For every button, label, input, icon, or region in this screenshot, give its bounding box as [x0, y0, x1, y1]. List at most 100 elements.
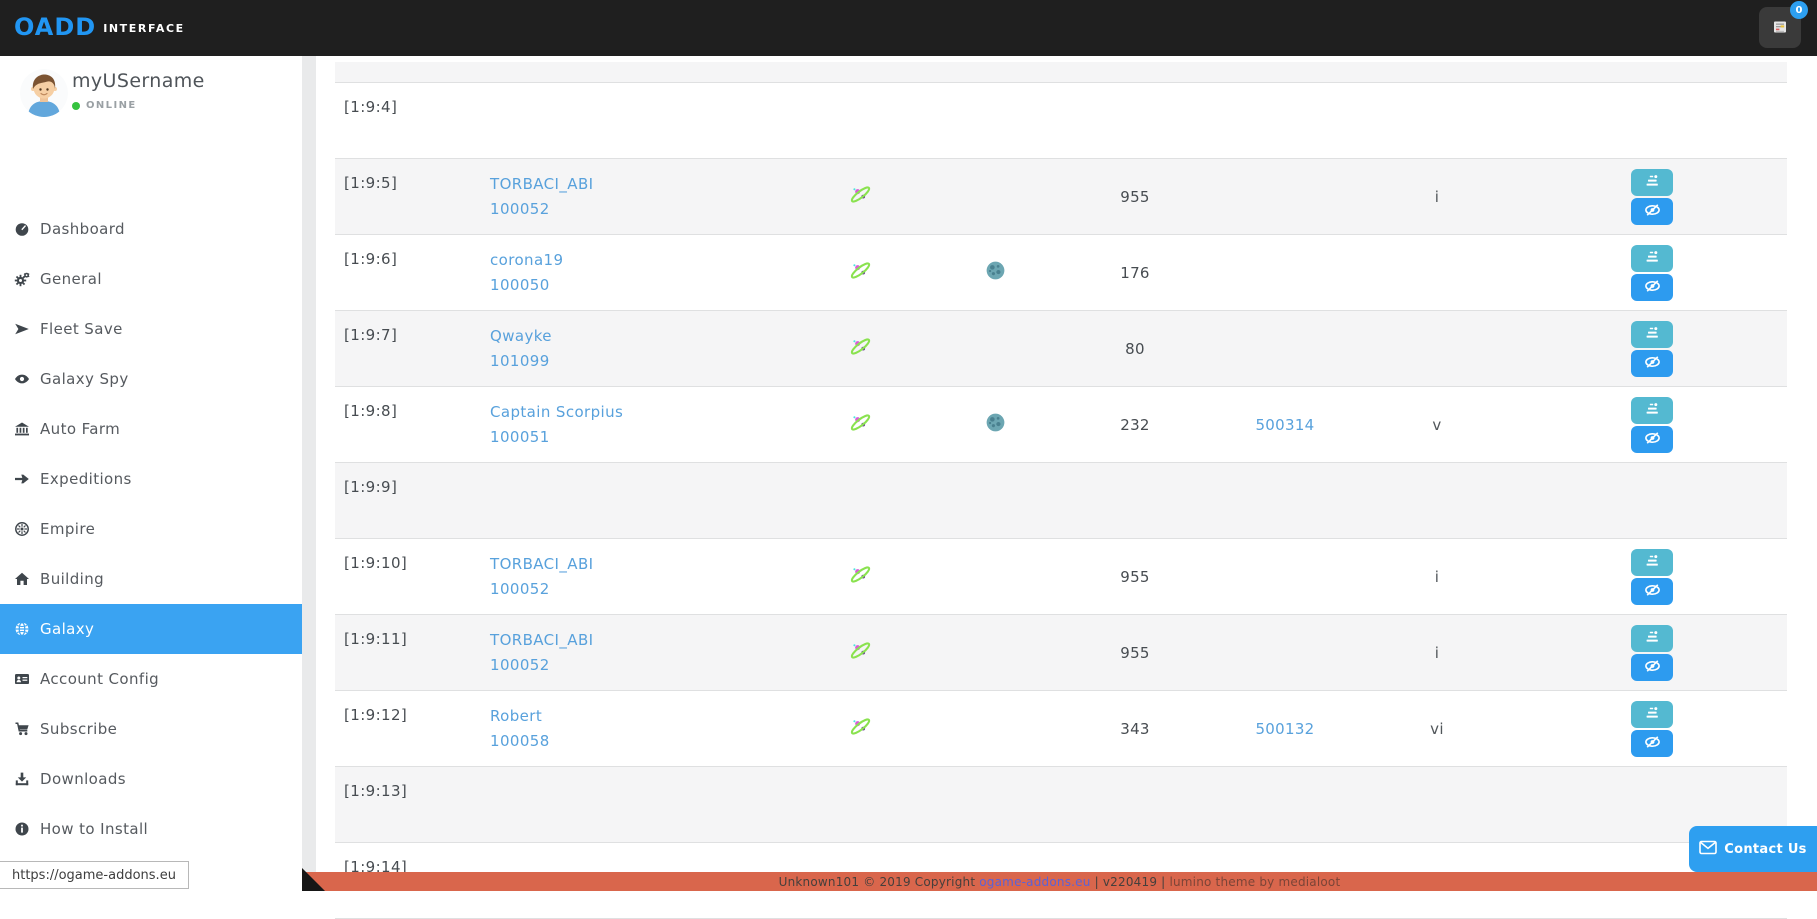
coordinate-label: [1:9:4] [344, 98, 398, 116]
sidebar-item-label: Subscribe [40, 720, 118, 738]
planet-cell [838, 387, 882, 462]
rank-numeral: v [1432, 415, 1442, 434]
player-id-link[interactable]: 100058 [490, 731, 550, 750]
debris-link[interactable]: 500132 [1255, 719, 1315, 738]
player-cell: corona19 100050 [490, 235, 563, 310]
view-button[interactable] [1631, 273, 1673, 301]
sidebar: myUSername ONLINE Dashboard General Flee… [0, 56, 302, 891]
sidebar-item-label: Fleet Save [40, 320, 123, 338]
view-button[interactable] [1631, 425, 1673, 453]
bars-icon [1644, 173, 1660, 192]
top-bar: OADD INTERFACE 0 [0, 0, 1817, 56]
view-button[interactable] [1631, 729, 1673, 757]
stats-button[interactable] [1631, 396, 1673, 424]
player-name-link[interactable]: TORBACI_ABI [490, 174, 594, 193]
galaxy-row: [1:9:13] [335, 767, 1787, 843]
rank-numeral: vi [1430, 719, 1444, 738]
messages-button[interactable]: 0 [1759, 1, 1808, 48]
player-name-link[interactable]: TORBACI_ABI [490, 630, 594, 649]
bars-icon [1644, 401, 1660, 420]
stats-button[interactable] [1631, 700, 1673, 728]
sidebar-item-account-config[interactable]: Account Config [0, 654, 302, 704]
stats-button[interactable] [1631, 624, 1673, 652]
view-button[interactable] [1631, 197, 1673, 225]
activity-value: 176 [1120, 263, 1150, 282]
player-id-link[interactable]: 100052 [490, 655, 550, 674]
stats-button[interactable] [1631, 244, 1673, 272]
view-button[interactable] [1631, 577, 1673, 605]
browser-status-url: https://ogame-addons.eu [0, 861, 189, 889]
sidebar-item-dashboard[interactable]: Dashboard [0, 204, 302, 254]
theme-credit: lumino theme by medialoot [1169, 874, 1341, 889]
online-label: ONLINE [86, 100, 137, 111]
stats-button[interactable] [1631, 320, 1673, 348]
sidebar-nav: Dashboard General Fleet Save Galaxy Spy … [0, 204, 302, 904]
sidebar-item-fleet-save[interactable]: Fleet Save [0, 304, 302, 354]
player-cell: TORBACI_ABI 100052 [490, 539, 593, 614]
online-dot-icon [72, 101, 80, 110]
player-id-link[interactable]: 100052 [490, 199, 550, 218]
player-id-link[interactable]: 101099 [490, 351, 550, 370]
brand-name: OADD [14, 13, 97, 41]
sidebar-item-label: Downloads [40, 770, 126, 788]
sidebar-item-downloads[interactable]: Downloads [0, 754, 302, 804]
sidebar-item-label: How to Install [40, 820, 149, 838]
house-icon [14, 571, 30, 587]
cart-icon [14, 721, 30, 737]
bars-icon [1644, 249, 1660, 268]
debris-link[interactable]: 500314 [1255, 415, 1315, 434]
stats-button[interactable] [1631, 168, 1673, 196]
coordinate-label: [1:9:12] [344, 706, 408, 724]
sidebar-item-galaxy-spy[interactable]: Galaxy Spy [0, 354, 302, 404]
galaxy-row: [1:9:7] Qwayke 101099 [335, 311, 1787, 387]
player-id-link[interactable]: 100051 [490, 427, 550, 446]
activity-value: 955 [1120, 567, 1150, 586]
sidebar-item-building[interactable]: Building [0, 554, 302, 604]
bank-icon [14, 421, 30, 437]
sidebar-item-label: Galaxy Spy [40, 370, 129, 388]
player-name-link[interactable]: TORBACI_ABI [490, 554, 594, 573]
sidebar-item-label: Galaxy [40, 620, 95, 638]
app-logo: OADD INTERFACE [14, 13, 185, 41]
player-id-link[interactable]: 100050 [490, 275, 550, 294]
player-name-link[interactable]: corona19 [490, 250, 564, 269]
coordinate-label: [1:9:8] [344, 402, 398, 420]
sidebar-item-general[interactable]: General [0, 254, 302, 304]
player-name-link[interactable]: Robert [490, 706, 543, 725]
sidebar-item-expeditions[interactable]: Expeditions [0, 454, 302, 504]
bars-icon [1644, 325, 1660, 344]
footer-site-link[interactable]: ogame-addons.eu [979, 874, 1091, 889]
eye-slash-icon [1644, 354, 1661, 373]
moon-cell [973, 235, 1017, 310]
sidebar-item-auto-farm[interactable]: Auto Farm [0, 404, 302, 454]
sidebar-item-label: Auto Farm [40, 420, 121, 438]
sidebar-item-label: Empire [40, 520, 96, 538]
eye-slash-icon [1644, 278, 1661, 297]
player-cell: TORBACI_ABI 100052 [490, 615, 593, 690]
globe-icon [14, 621, 30, 637]
sidebar-item-label: Dashboard [40, 220, 125, 238]
row-actions [1631, 396, 1673, 453]
sidebar-item-how-to-install[interactable]: How to Install [0, 804, 302, 854]
row-actions [1631, 244, 1673, 301]
sidebar-item-empire[interactable]: Empire [0, 504, 302, 554]
sidebar-item-galaxy[interactable]: Galaxy [0, 604, 302, 654]
moon-cell [973, 387, 1017, 462]
coordinate-label: [1:9:13] [344, 782, 408, 800]
player-name-link[interactable]: Qwayke [490, 326, 552, 345]
sidebar-item-label: Expeditions [40, 470, 132, 488]
view-button[interactable] [1631, 653, 1673, 681]
sidebar-item-subscribe[interactable]: Subscribe [0, 704, 302, 754]
stats-button[interactable] [1631, 548, 1673, 576]
player-id-link[interactable]: 100052 [490, 579, 550, 598]
activity-value: 80 [1125, 339, 1145, 358]
sidebar-item-label: Building [40, 570, 105, 588]
bars-icon [1644, 705, 1660, 724]
contact-us-button[interactable]: Contact Us [1689, 826, 1817, 872]
player-name-link[interactable]: Captain Scorpius [490, 402, 624, 421]
copyright-text: Unknown101 © 2019 Copyright [778, 874, 980, 889]
view-button[interactable] [1631, 349, 1673, 377]
planet-cell [838, 235, 882, 310]
planet-icon [849, 715, 872, 742]
coordinate-label: [1:9:6] [344, 250, 398, 268]
